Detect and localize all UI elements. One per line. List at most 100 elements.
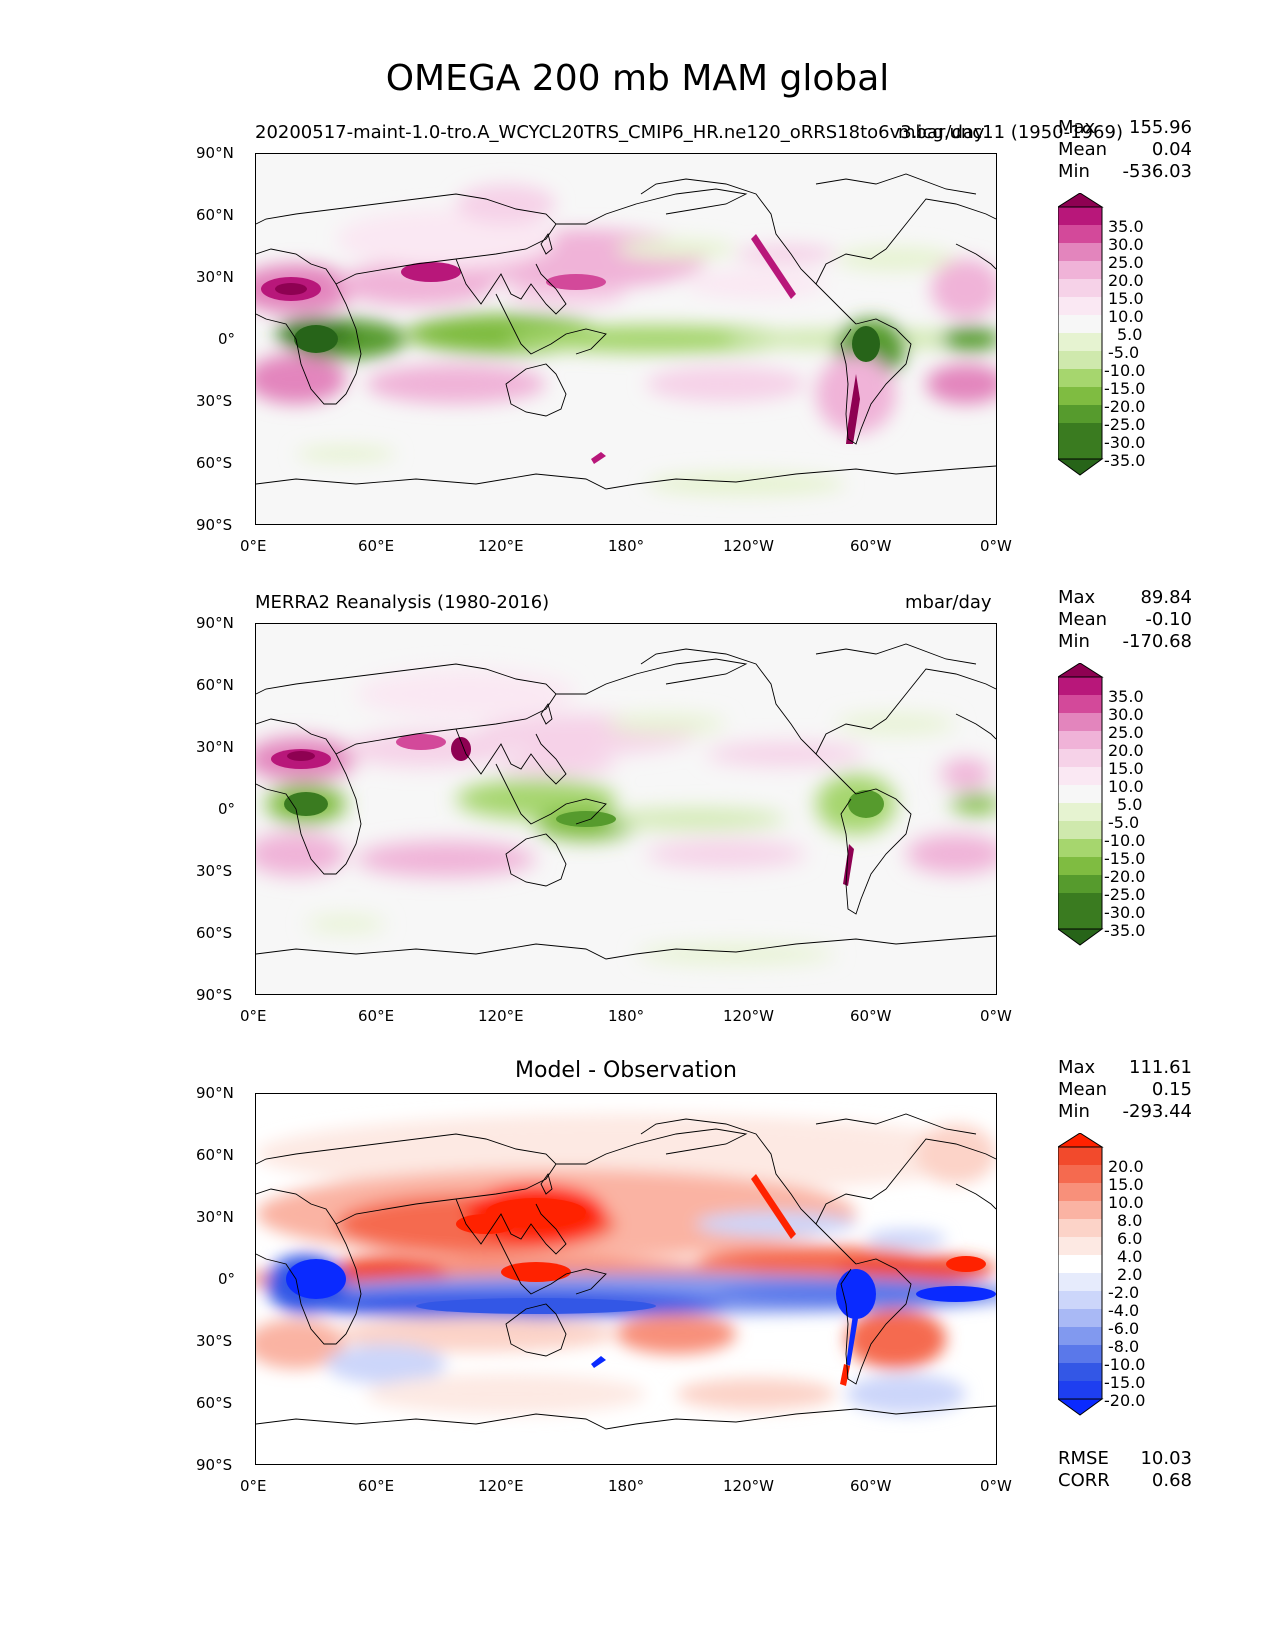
panel3-cb-label: -15.0 bbox=[1104, 1373, 1146, 1392]
panel1-cb-label: -10.0 bbox=[1104, 361, 1146, 380]
panel1-coastlines bbox=[256, 173, 996, 490]
panel2-cb-label: 5.0 bbox=[1117, 795, 1143, 814]
panel1-cb-label: -25.0 bbox=[1104, 415, 1146, 434]
panel1-cb-label: 15.0 bbox=[1108, 289, 1144, 308]
panel2-lat-90n: 90°N bbox=[196, 614, 234, 632]
panel1-lon-60e: 60°E bbox=[358, 537, 395, 555]
panel1-stat-min: Min -536.03 bbox=[1058, 161, 1192, 182]
panel3-lon-60w: 60°W bbox=[850, 1477, 892, 1495]
panel3-stat-mean: Mean 0.15 bbox=[1058, 1079, 1192, 1100]
panel1-map bbox=[255, 153, 997, 525]
panel3-cb-extend-bottom bbox=[1058, 1398, 1104, 1416]
panel2-cb-extend-bottom bbox=[1058, 928, 1104, 946]
panel3-cb-label: 8.0 bbox=[1117, 1211, 1143, 1230]
panel3-intense-features bbox=[286, 1174, 996, 1386]
panel2-lon-0w: 0°W bbox=[980, 1007, 1012, 1025]
panel1-lat-30s: 30°S bbox=[196, 392, 233, 410]
panel2-coastlines bbox=[256, 643, 996, 960]
panel1-cb-label: 20.0 bbox=[1108, 271, 1144, 290]
panel1-cb-label: 10.0 bbox=[1108, 307, 1144, 326]
panel1-lon-0w: 0°W bbox=[980, 537, 1012, 555]
panel1-cb-extend-top bbox=[1058, 193, 1104, 208]
panel3-cb-label: -20.0 bbox=[1104, 1391, 1146, 1410]
panel2-cb-label: -5.0 bbox=[1108, 813, 1140, 832]
panel3-map bbox=[255, 1093, 997, 1465]
panel1-lon-0e: 0°E bbox=[240, 537, 267, 555]
panel3-cb-label: -10.0 bbox=[1104, 1355, 1146, 1374]
panel2-lat-60n: 60°N bbox=[196, 676, 234, 694]
panel2-cb-extend-top bbox=[1058, 663, 1104, 678]
panel3-lon-120e: 120°E bbox=[478, 1477, 524, 1495]
panel2-units: mbar/day bbox=[905, 592, 992, 613]
panel1-stat-mean: Mean 0.04 bbox=[1058, 139, 1192, 160]
panel3-title: Model - Observation bbox=[515, 1058, 737, 1083]
panel1-lat-30n: 30°N bbox=[196, 268, 234, 286]
panel3-stat-min: Min -293.44 bbox=[1058, 1101, 1192, 1122]
panel2-lat-30n: 30°N bbox=[196, 738, 234, 756]
panel2-cb-label: -25.0 bbox=[1104, 885, 1146, 904]
panel1-lon-60w: 60°W bbox=[850, 537, 892, 555]
panel3-cb-label: 4.0 bbox=[1117, 1247, 1143, 1266]
panel1-cb-extend-bottom bbox=[1058, 458, 1104, 476]
panel2-map bbox=[255, 623, 997, 995]
panel2-cb-label: 35.0 bbox=[1108, 687, 1144, 706]
panel2-left-title: MERRA2 Reanalysis (1980-2016) bbox=[255, 592, 550, 613]
panel2-lon-60w: 60°W bbox=[850, 1007, 892, 1025]
panel3-lat-90s: 90°S bbox=[196, 1456, 233, 1474]
panel3-cb-label: -6.0 bbox=[1108, 1319, 1140, 1338]
panel3-cb-label: 10.0 bbox=[1108, 1193, 1144, 1212]
panel2-stat-mean: Mean -0.10 bbox=[1058, 609, 1192, 630]
panel1-units: mbar/day bbox=[898, 122, 985, 143]
panel1-field bbox=[256, 184, 996, 496]
figure-title: OMEGA 200 mb MAM global bbox=[385, 58, 890, 99]
panel3-cb-label: 20.0 bbox=[1108, 1157, 1144, 1176]
panel3-cb-label: 6.0 bbox=[1117, 1229, 1143, 1248]
panel1-lon-180: 180° bbox=[608, 537, 645, 555]
panel2-cb-label: -30.0 bbox=[1104, 903, 1146, 922]
panel3-colorbar bbox=[1058, 1133, 1104, 1431]
panel3-lon-0w: 0°W bbox=[980, 1477, 1012, 1495]
panel1-lat-60n: 60°N bbox=[196, 206, 234, 224]
panel3-cb-label: -8.0 bbox=[1108, 1337, 1140, 1356]
panel1-cb-label: -15.0 bbox=[1104, 379, 1146, 398]
panel3-lat-eq: 0° bbox=[218, 1270, 236, 1288]
panel1-cb-label: 30.0 bbox=[1108, 235, 1144, 254]
panel2-lon-60e: 60°E bbox=[358, 1007, 395, 1025]
panel1-lon-120e: 120°E bbox=[478, 537, 524, 555]
panel2-stat-min: Min -170.68 bbox=[1058, 631, 1192, 652]
panel1-cb-label: -30.0 bbox=[1104, 433, 1146, 452]
panel2-cb-label: 20.0 bbox=[1108, 741, 1144, 760]
panel3-corr: CORR 0.68 bbox=[1058, 1470, 1192, 1491]
panel3-cb-label: 15.0 bbox=[1108, 1175, 1144, 1194]
panel3-lon-180: 180° bbox=[608, 1477, 645, 1495]
panel3-lat-30s: 30°S bbox=[196, 1332, 233, 1350]
panel1-lat-90n: 90°N bbox=[196, 144, 234, 162]
panel2-cb-label: 15.0 bbox=[1108, 759, 1144, 778]
panel1-left-title: 20200517-maint-1.0-tro.A_WCYCL20TRS_CMIP… bbox=[255, 122, 1123, 143]
panel3-cb-label: -2.0 bbox=[1108, 1283, 1140, 1302]
panel1-cb-label: -35.0 bbox=[1104, 451, 1146, 470]
panel2-cb-label: 25.0 bbox=[1108, 723, 1144, 742]
panel2-cb-label: -10.0 bbox=[1104, 831, 1146, 850]
panel1-cb-label: 5.0 bbox=[1117, 325, 1143, 344]
panel3-lon-60e: 60°E bbox=[358, 1477, 395, 1495]
panel1-stat-max: Max 155.96 bbox=[1058, 117, 1192, 138]
panel2-cb-label: -20.0 bbox=[1104, 867, 1146, 886]
panel1-lat-eq: 0° bbox=[218, 330, 236, 348]
panel1-colorbar bbox=[1058, 193, 1104, 491]
panel3-lat-60n: 60°N bbox=[196, 1146, 234, 1164]
panel1-cb-label: 25.0 bbox=[1108, 253, 1144, 272]
panel3-rmse: RMSE 10.03 bbox=[1058, 1448, 1192, 1469]
panel2-cb-label: 30.0 bbox=[1108, 705, 1144, 724]
panel2-lat-eq: 0° bbox=[218, 800, 236, 818]
panel3-stat-max: Max 111.61 bbox=[1058, 1057, 1192, 1078]
panel3-cb-label: 2.0 bbox=[1117, 1265, 1143, 1284]
panel3-cb-label: -4.0 bbox=[1108, 1301, 1140, 1320]
panel2-lat-60s: 60°S bbox=[196, 924, 233, 942]
panel1-cb-label: -20.0 bbox=[1104, 397, 1146, 416]
panel2-cb-label: -35.0 bbox=[1104, 921, 1146, 940]
panel1-cb-label: 35.0 bbox=[1108, 217, 1144, 236]
panel3-lon-0e: 0°E bbox=[240, 1477, 267, 1495]
panel2-lon-180: 180° bbox=[608, 1007, 645, 1025]
panel2-cb-label: 10.0 bbox=[1108, 777, 1144, 796]
